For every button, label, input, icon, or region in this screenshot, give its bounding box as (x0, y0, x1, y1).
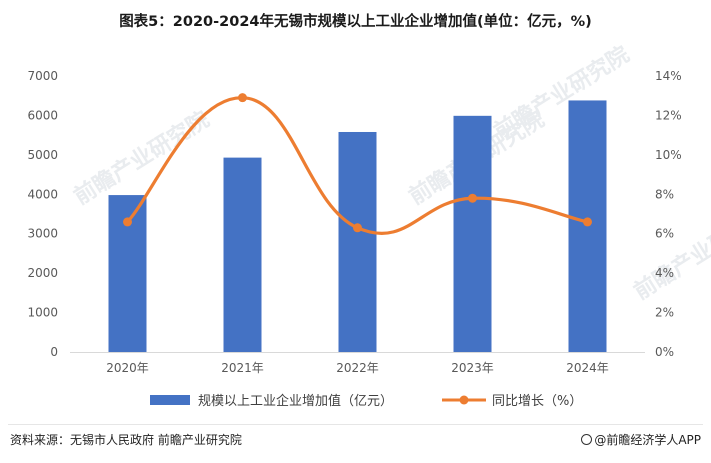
y-right-tick-label: 14% (655, 69, 682, 83)
growth-line (125, 96, 590, 235)
app-credit: @前瞻经济学人APP (581, 431, 701, 448)
watermark: 前瞻产业研究院 (489, 41, 633, 145)
legend-line-marker (459, 395, 469, 405)
bar (223, 157, 262, 352)
chart-canvas: 前瞻产业研究院前瞻产业研究院前瞻产业研究院前瞻产业研究院010002000300… (27, 41, 711, 409)
x-tick-label: 2020年 (106, 361, 149, 375)
y-left-tick-label: 1000 (27, 306, 58, 320)
y-right-tick-label: 2% (655, 306, 674, 320)
bar (453, 115, 492, 352)
x-tick-label: 2022年 (336, 361, 379, 375)
legend-bar-label: 规模以上工业企业增加值（亿元） (198, 393, 393, 409)
x-tick-label: 2021年 (221, 361, 264, 375)
divider (8, 424, 703, 425)
y-right-tick-label: 6% (655, 227, 674, 241)
brand-logo-icon (581, 434, 593, 445)
y-right-tick-label: 10% (655, 148, 682, 162)
y-left-tick-label: 0 (50, 345, 58, 359)
x-tick-label: 2024年 (566, 361, 609, 375)
x-tick-label: 2023年 (451, 361, 494, 375)
growth-point (353, 223, 362, 233)
y-left-tick-label: 3000 (27, 227, 58, 241)
y-right-tick-label: 12% (655, 108, 682, 122)
legend-bar-swatch (150, 395, 190, 405)
y-left-tick-label: 6000 (27, 108, 58, 122)
chart-title: 图表5：2020-2024年无锡市规模以上工业企业增加值(单位：亿元，%) (119, 14, 592, 30)
app-credit-text: @前瞻经济学人APP (594, 433, 701, 447)
y-right-tick-label: 8% (655, 187, 674, 201)
growth-point (583, 217, 592, 227)
source-note: 资料来源：无锡市人民政府 前瞻产业研究院 (10, 433, 242, 447)
growth-point (123, 217, 132, 227)
growth-point (468, 193, 477, 203)
watermark: 前瞻产业研究院 (69, 106, 213, 210)
legend-line-label: 同比增长（%） (492, 394, 582, 409)
y-left-tick-label: 2000 (27, 266, 58, 280)
growth-point (238, 93, 247, 103)
y-right-tick-label: 0% (655, 345, 674, 359)
y-left-tick-label: 7000 (27, 69, 58, 83)
y-right-tick-label: 4% (655, 266, 674, 280)
watermark: 前瞻产业研究院 (629, 201, 711, 305)
y-left-tick-label: 4000 (27, 187, 58, 201)
bar (338, 131, 377, 352)
y-left-tick-label: 5000 (27, 148, 58, 162)
